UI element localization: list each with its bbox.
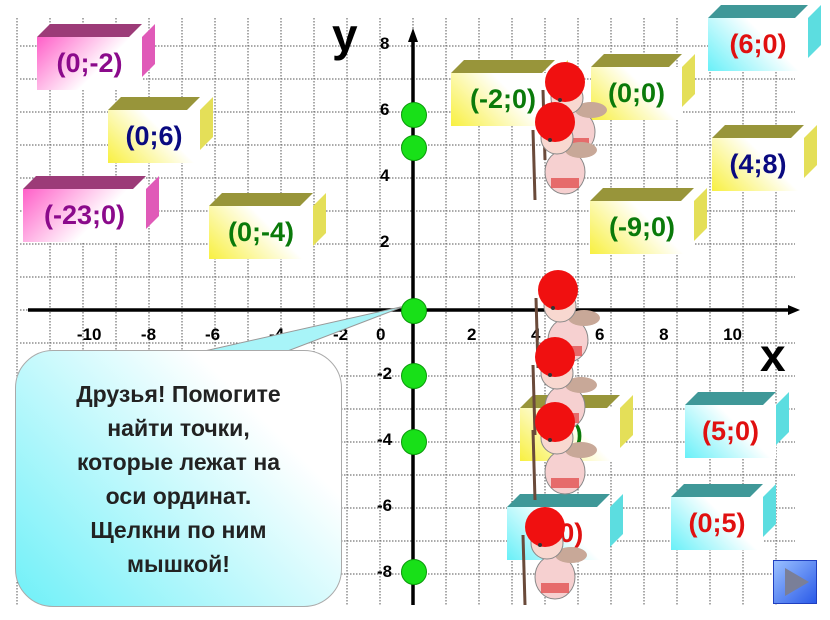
cupid-icon xyxy=(531,402,597,501)
coordinate-box[interactable]: (0;0) xyxy=(591,67,682,120)
x-arrow-icon xyxy=(788,305,800,315)
box-top xyxy=(23,176,146,189)
y-tick-label: -8 xyxy=(377,562,393,581)
box-side xyxy=(682,54,695,107)
x-tick-label: 0 xyxy=(376,325,386,344)
y-axis-point[interactable] xyxy=(401,298,427,324)
cupid-image[interactable] xyxy=(525,400,605,510)
x-tick-label: -8 xyxy=(140,325,157,344)
coordinate-label: (0;6) xyxy=(108,110,200,163)
y-axis-point[interactable] xyxy=(401,363,427,390)
box-top xyxy=(37,24,142,37)
y-tick-label: 8 xyxy=(380,34,390,53)
coordinate-label: (-9;0) xyxy=(590,201,694,254)
coordinate-label: (0;-4) xyxy=(209,206,313,259)
box-side xyxy=(776,392,789,445)
cupid-icon xyxy=(534,270,600,369)
cupid-image[interactable] xyxy=(528,268,608,378)
y-tick-label: 4 xyxy=(380,166,390,185)
coordinate-label: (5;0) xyxy=(685,405,776,458)
box-top xyxy=(671,484,763,497)
y-axis-name: y xyxy=(332,9,358,61)
cupid-icon xyxy=(531,102,597,201)
box-side xyxy=(200,97,213,150)
coordinate-box[interactable]: (0;-2) xyxy=(37,37,142,90)
cupid-icon xyxy=(521,507,587,606)
box-top xyxy=(685,392,776,405)
box-top xyxy=(507,494,610,507)
y-axis-point[interactable] xyxy=(401,428,427,455)
x-tick-label: 2 xyxy=(467,325,477,344)
box-side xyxy=(146,176,159,229)
box-side xyxy=(808,5,821,58)
coordinate-box[interactable]: (0;5) xyxy=(671,497,763,550)
coordinate-label: (4;8) xyxy=(712,138,804,191)
box-top xyxy=(712,125,804,138)
cupid-image[interactable] xyxy=(525,100,605,210)
x-tick-label: -10 xyxy=(76,325,102,344)
x-tick-label: 10 xyxy=(723,325,743,344)
box-top xyxy=(590,188,694,201)
y-axis-point[interactable] xyxy=(401,559,427,586)
box-side xyxy=(763,484,776,537)
box-side xyxy=(620,395,633,448)
coordinate-box[interactable]: (5;0) xyxy=(685,405,776,458)
box-side xyxy=(694,188,707,241)
coordinate-box[interactable]: (-9;0) xyxy=(590,201,694,254)
x-tick-label: 8 xyxy=(659,325,669,344)
box-side xyxy=(142,24,155,77)
box-top xyxy=(708,5,808,18)
coordinate-label: (-23;0) xyxy=(23,189,146,242)
play-triangle-icon xyxy=(785,568,809,596)
coordinate-label: (0;5) xyxy=(671,497,763,550)
y-axis-point[interactable] xyxy=(401,134,427,161)
next-slide-button[interactable] xyxy=(773,560,817,604)
box-top xyxy=(591,54,682,67)
coordinate-label: (0;0) xyxy=(591,67,682,120)
coordinate-label: (6;0) xyxy=(708,18,808,71)
y-tick-label: 6 xyxy=(380,100,390,119)
x-tick-label: 6 xyxy=(595,325,605,344)
box-side xyxy=(804,125,817,178)
box-side xyxy=(610,494,623,547)
coordinate-label: (0;-2) xyxy=(37,37,142,90)
coordinate-box[interactable]: (-23;0) xyxy=(23,189,146,242)
box-top xyxy=(209,193,313,206)
box-top xyxy=(451,60,555,73)
y-tick-label: -2 xyxy=(377,364,393,383)
box-side xyxy=(313,193,326,246)
y-tick-label: -6 xyxy=(377,496,393,515)
x-tick-label: -6 xyxy=(204,325,221,344)
coordinate-box[interactable]: (0;-4) xyxy=(209,206,313,259)
y-tick-label: 2 xyxy=(380,232,390,251)
coordinate-box[interactable]: (0;6) xyxy=(108,110,200,163)
y-axis-point[interactable] xyxy=(401,101,427,128)
x-axis-name: x xyxy=(760,329,786,381)
y-arrow-icon xyxy=(408,28,418,42)
box-top xyxy=(108,97,200,110)
coordinate-box[interactable]: (6;0) xyxy=(708,18,808,71)
cupid-image[interactable] xyxy=(515,505,595,615)
speech-bubble: Друзья! Помогите найти точки, которые ле… xyxy=(15,350,342,607)
y-tick-label: -4 xyxy=(377,430,393,449)
coordinate-box[interactable]: (4;8) xyxy=(712,138,804,191)
